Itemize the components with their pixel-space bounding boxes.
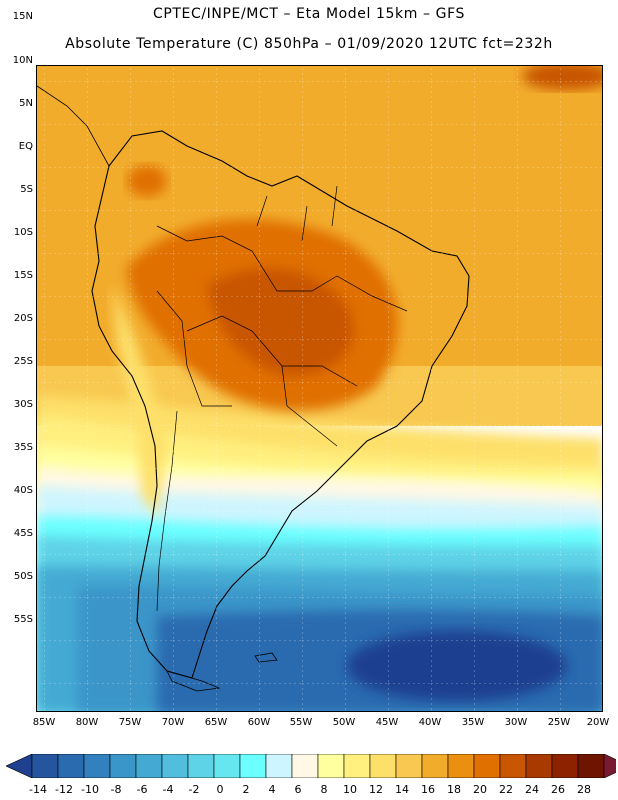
colorbar-tick: 16 <box>421 783 435 796</box>
lon-label: 70W <box>161 717 185 728</box>
colorbar-tick: 22 <box>499 783 513 796</box>
colorbar <box>6 754 616 778</box>
colorbar-tick: 10 <box>343 783 357 796</box>
colorbar-swatch <box>525 754 553 778</box>
colorbar-tick: -4 <box>162 783 174 796</box>
lon-label: 25W <box>547 717 571 728</box>
map-title: CPTEC/INPE/MCT – Eta Model 15km – GFS <box>152 6 466 22</box>
colorbar-tick: -8 <box>110 783 122 796</box>
colorbar-tick: 28 <box>577 783 591 796</box>
colorbar-swatch <box>187 754 215 778</box>
colorbar-swatch <box>421 754 449 778</box>
colorbar-tick: -12 <box>55 783 73 796</box>
colorbar-swatch <box>317 754 345 778</box>
lon-label: 60W <box>247 717 271 728</box>
lon-label: 35W <box>461 717 485 728</box>
colorbar-swatch <box>109 754 137 778</box>
lat-label: 50S <box>13 571 33 582</box>
colorbar-tick: -6 <box>136 783 148 796</box>
colorbar-swatch <box>213 754 241 778</box>
colorbar-tick: 0 <box>216 783 224 796</box>
colorbar-swatch <box>447 754 475 778</box>
lon-label: 45W <box>375 717 399 728</box>
temperature-field <box>37 66 602 711</box>
colorbar-swatch <box>499 754 527 778</box>
lat-label: 20S <box>13 313 33 324</box>
colorbar-tick: 20 <box>473 783 487 796</box>
colorbar-swatch <box>135 754 163 778</box>
lat-label: 15N <box>12 11 33 22</box>
lon-label: 75W <box>118 717 142 728</box>
lat-label: 45S <box>13 528 33 539</box>
lat-label: 5N <box>19 98 33 109</box>
lon-label: 55W <box>289 717 313 728</box>
lat-label: 55S <box>13 614 33 625</box>
lat-label: 10S <box>13 227 33 238</box>
colorbar-swatch <box>265 754 293 778</box>
colorbar-swatch <box>291 754 319 778</box>
colorbar-swatch <box>239 754 267 778</box>
lat-label: 30S <box>13 399 33 410</box>
lat-label: 40S <box>13 485 33 496</box>
lon-label: 85W <box>32 717 56 728</box>
lat-label: EQ <box>18 141 33 152</box>
colorbar-high-triangle <box>603 754 616 778</box>
colorbar-swatch <box>395 754 423 778</box>
colorbar-swatch <box>577 754 605 778</box>
colorbar-low-triangle <box>6 754 33 778</box>
colorbar-swatch <box>473 754 501 778</box>
colorbar-swatch <box>369 754 397 778</box>
lat-label: 35S <box>13 442 33 453</box>
colorbar-tick: 12 <box>369 783 383 796</box>
colorbar-tick: 14 <box>395 783 409 796</box>
lat-label: 15S <box>13 270 33 281</box>
colorbar-tick: 4 <box>268 783 276 796</box>
colorbar-swatch <box>161 754 189 778</box>
colorbar-swatch <box>343 754 371 778</box>
colorbar-swatch <box>83 754 111 778</box>
colorbar-tick: -2 <box>188 783 200 796</box>
colorbar-tick: -10 <box>81 783 99 796</box>
colorbar-swatch <box>57 754 85 778</box>
map-subtitle: Absolute Temperature (C) 850hPa – 01/09/… <box>65 36 553 52</box>
colorbar-swatch <box>551 754 579 778</box>
colorbar-tick: 18 <box>447 783 461 796</box>
lat-label: 10N <box>12 55 33 66</box>
temperature-map-panel <box>36 65 603 712</box>
colorbar-tick: 6 <box>294 783 302 796</box>
colorbar-tick: 8 <box>320 783 328 796</box>
colorbar-tick: 26 <box>551 783 565 796</box>
colorbar-swatch <box>31 754 59 778</box>
lon-label: 40W <box>418 717 442 728</box>
colorbar-tick: 24 <box>525 783 539 796</box>
lon-label: 80W <box>75 717 99 728</box>
lat-label: 5S <box>20 184 33 195</box>
lat-label: 25S <box>13 356 33 367</box>
colorbar-tick: 2 <box>242 783 250 796</box>
colorbar-tick: -14 <box>29 783 47 796</box>
lon-label: 50W <box>332 717 356 728</box>
lon-label: 30W <box>504 717 528 728</box>
lon-label: 65W <box>204 717 228 728</box>
lon-label: 20W <box>586 717 610 728</box>
